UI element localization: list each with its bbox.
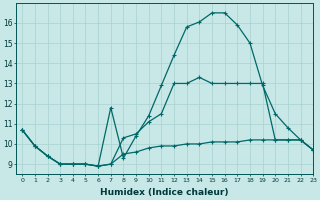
X-axis label: Humidex (Indice chaleur): Humidex (Indice chaleur) — [100, 188, 229, 197]
